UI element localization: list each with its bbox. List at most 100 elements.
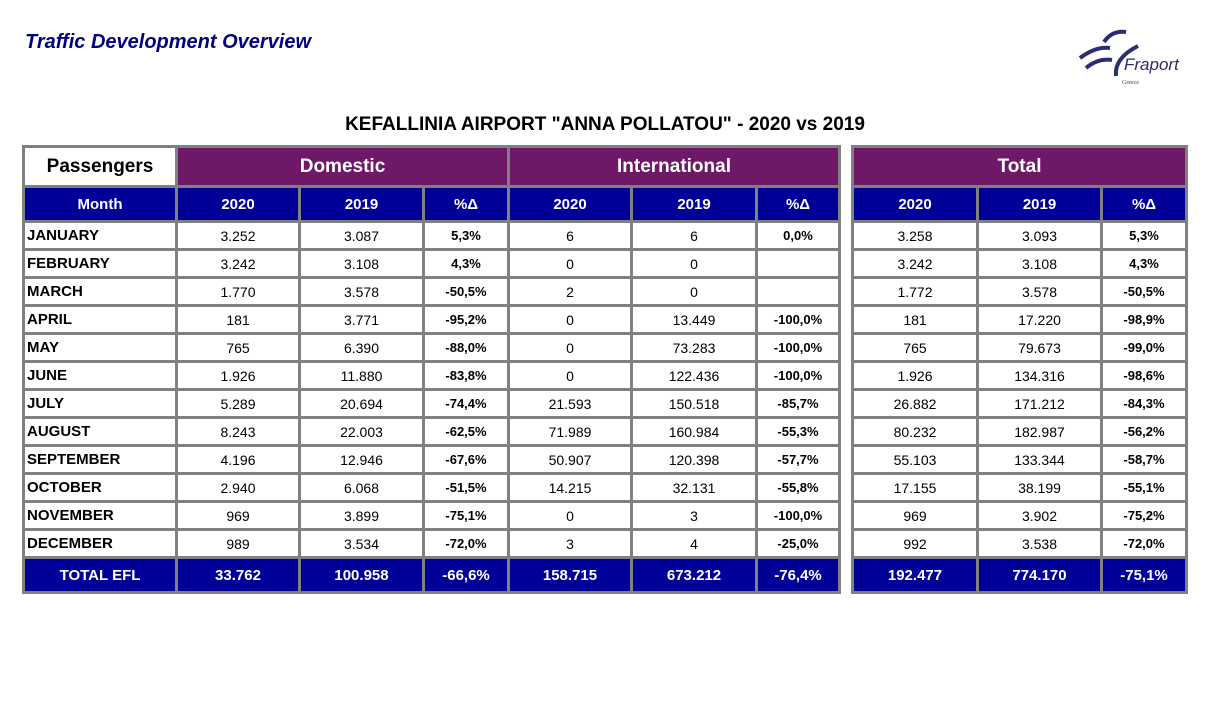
value-cell: 133.344 — [976, 444, 1103, 475]
value-cell: 969 — [175, 500, 301, 531]
value-cell: 73.283 — [630, 332, 758, 363]
month-cell: SEPTEMBER — [22, 444, 178, 475]
table-row: AUGUST 8.243 22.003 -62,5% 71.989 160.984 -55,… — [22, 416, 841, 447]
month-cell: NOVEMBER — [22, 500, 178, 531]
pct-change-cell: -95,2% — [422, 304, 510, 335]
month-cell: TOTAL EFL — [22, 556, 178, 594]
value-cell: 3.258 — [851, 220, 979, 251]
value-cell: 160.984 — [630, 416, 758, 447]
table-row: 1.926 134.316 -98,6% — [851, 360, 1188, 391]
month-cell: OCTOBER — [22, 472, 178, 503]
pct-change-cell — [755, 248, 841, 279]
value-cell: 765 — [851, 332, 979, 363]
value-cell: 3.534 — [298, 528, 425, 559]
value-cell: 150.518 — [630, 388, 758, 419]
table-row: 3.242 3.108 4,3% — [851, 248, 1188, 279]
col-header: 2020 — [851, 185, 979, 223]
value-cell: 3 — [507, 528, 633, 559]
value-cell: 0 — [507, 360, 633, 391]
pct-change-cell: -99,0% — [1100, 332, 1188, 363]
month-cell: FEBRUARY — [22, 248, 178, 279]
value-cell: 992 — [851, 528, 979, 559]
table-row: JUNE 1.926 11.880 -83,8% 0 122.436 -100,0% — [22, 360, 841, 391]
value-cell: 2.940 — [175, 472, 301, 503]
pct-change-cell — [755, 276, 841, 307]
col-header: 2019 — [976, 185, 1103, 223]
pct-change-cell: -98,6% — [1100, 360, 1188, 391]
pct-change-cell: -58,7% — [1100, 444, 1188, 475]
value-cell: 3.578 — [976, 276, 1103, 307]
value-cell: 6.390 — [298, 332, 425, 363]
table-row: 969 3.902 -75,2% — [851, 500, 1188, 531]
pct-change-cell: -100,0% — [755, 304, 841, 335]
value-cell: 765 — [175, 332, 301, 363]
table-row: 992 3.538 -72,0% — [851, 528, 1188, 559]
pct-change-cell: -75,1% — [422, 500, 510, 531]
month-cell: MARCH — [22, 276, 178, 307]
value-cell: 6 — [630, 220, 758, 251]
pct-change-cell: -100,0% — [755, 500, 841, 531]
value-cell: 55.103 — [851, 444, 979, 475]
table-row: APRIL 181 3.771 -95,2% 0 13.449 -100,0% — [22, 304, 841, 335]
value-cell: 21.593 — [507, 388, 633, 419]
pct-change-cell: -51,5% — [422, 472, 510, 503]
table-row: 3.258 3.093 5,3% — [851, 220, 1188, 251]
col-header: %Δ — [755, 185, 841, 223]
value-cell: 158.715 — [507, 556, 633, 594]
month-cell: JANUARY — [22, 220, 178, 251]
value-cell: 3.087 — [298, 220, 425, 251]
table-row: 80.232 182.987 -56,2% — [851, 416, 1188, 447]
pct-change-cell: -88,0% — [422, 332, 510, 363]
value-cell: 2 — [507, 276, 633, 307]
value-cell: 3.108 — [298, 248, 425, 279]
table-row: JULY 5.289 20.694 -74,4% 21.593 150.518 -85,7% — [22, 388, 841, 419]
value-cell: 0 — [630, 248, 758, 279]
value-cell: 0 — [630, 276, 758, 307]
table-row: MARCH 1.770 3.578 -50,5% 2 0 — [22, 276, 841, 307]
value-cell: 1.772 — [851, 276, 979, 307]
domestic-header: Domestic — [175, 145, 510, 188]
table-row: 181 17.220 -98,9% — [851, 304, 1188, 335]
value-cell: 0 — [507, 304, 633, 335]
table-row: 1.772 3.578 -50,5% — [851, 276, 1188, 307]
value-cell: 8.243 — [175, 416, 301, 447]
pct-change-cell: -55,3% — [755, 416, 841, 447]
value-cell: 3.578 — [298, 276, 425, 307]
value-cell: 0 — [507, 500, 633, 531]
table-row: JANUARY 3.252 3.087 5,3% 6 6 0,0% — [22, 220, 841, 251]
pct-change-cell: 0,0% — [755, 220, 841, 251]
pct-change-cell: -25,0% — [755, 528, 841, 559]
value-cell: 100.958 — [298, 556, 425, 594]
month-header: Month — [22, 185, 178, 223]
month-cell: MAY — [22, 332, 178, 363]
pct-change-cell: 5,3% — [1100, 220, 1188, 251]
month-cell: APRIL — [22, 304, 178, 335]
pct-change-cell: -75,2% — [1100, 500, 1188, 531]
value-cell: 13.449 — [630, 304, 758, 335]
value-cell: 182.987 — [976, 416, 1103, 447]
col-header: %Δ — [422, 185, 510, 223]
value-cell: 5.289 — [175, 388, 301, 419]
pct-change-cell: 4,3% — [1100, 248, 1188, 279]
value-cell: 1.926 — [851, 360, 979, 391]
month-cell: AUGUST — [22, 416, 178, 447]
pct-change-cell: -83,8% — [422, 360, 510, 391]
value-cell: 26.882 — [851, 388, 979, 419]
value-cell: 80.232 — [851, 416, 979, 447]
col-header: 2020 — [175, 185, 301, 223]
value-cell: 3.093 — [976, 220, 1103, 251]
value-cell: 673.212 — [630, 556, 758, 594]
month-cell: JULY — [22, 388, 178, 419]
value-cell: 0 — [507, 332, 633, 363]
pct-change-cell: -62,5% — [422, 416, 510, 447]
value-cell: 3 — [630, 500, 758, 531]
domestic-international-table: Passengers Domestic International Month … — [22, 145, 841, 594]
table-row: OCTOBER 2.940 6.068 -51,5% 14.215 32.131 -55,8… — [22, 472, 841, 503]
table-row: MAY 765 6.390 -88,0% 0 73.283 -100,0% — [22, 332, 841, 363]
total-row: TOTAL EFL 33.762 100.958 -66,6% 158.715 673.2… — [22, 556, 841, 594]
value-cell: 14.215 — [507, 472, 633, 503]
svg-text:Fraport: Fraport — [1124, 55, 1180, 74]
value-cell: 989 — [175, 528, 301, 559]
value-cell: 3.252 — [175, 220, 301, 251]
value-cell: 192.477 — [851, 556, 979, 594]
